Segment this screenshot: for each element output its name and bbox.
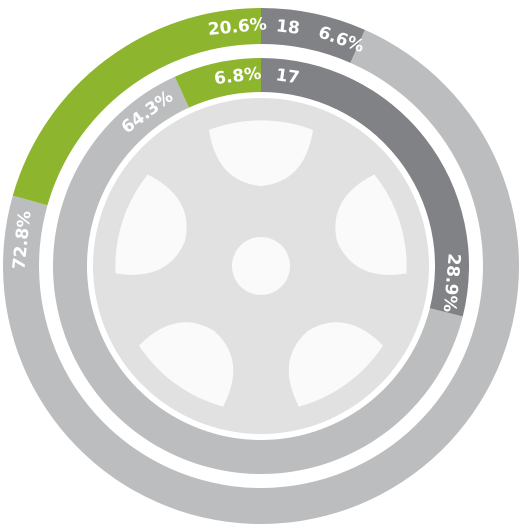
value-label: 18 (275, 16, 301, 39)
tire-chart: 20.6%186.6%72.8%6.8%1728.9%64.3% (0, 0, 523, 529)
value-label: 17 (274, 65, 300, 88)
wheel-hub (232, 237, 290, 295)
wheel (93, 98, 429, 434)
